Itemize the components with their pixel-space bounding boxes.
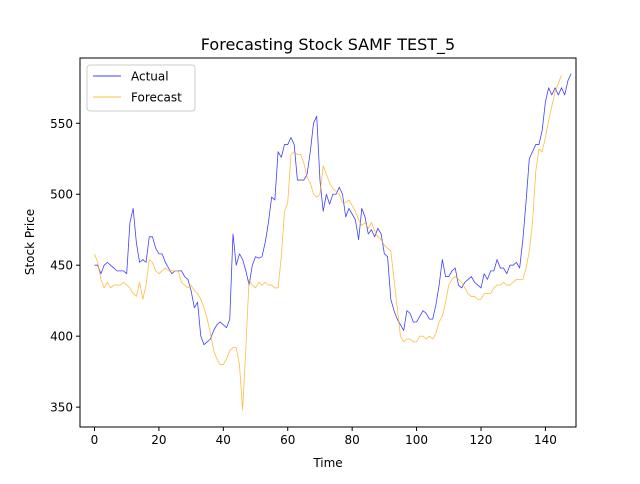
- y-tick-label: 350: [50, 401, 73, 415]
- x-tick-label: 100: [405, 433, 428, 447]
- x-tick-label: 120: [470, 433, 493, 447]
- plot-frame: [79, 57, 577, 428]
- y-tick-label: 550: [50, 117, 73, 131]
- legend: Actual Forecast: [86, 64, 196, 112]
- plot-area: [94, 73, 572, 411]
- y-tick-label: 450: [50, 259, 73, 273]
- x-axis-ticks: 0 20 40 60 80 100 120 140: [91, 427, 557, 447]
- x-tick-label: 20: [151, 433, 166, 447]
- x-axis-label: Time: [312, 456, 342, 470]
- y-axis-label: Stock Price: [23, 209, 37, 275]
- chart-title: Forecasting Stock SAMF TEST_5: [201, 35, 455, 55]
- x-tick-label: 80: [345, 433, 360, 447]
- legend-forecast-label: Forecast: [131, 91, 182, 105]
- x-tick-label: 40: [216, 433, 231, 447]
- x-tick-label: 140: [534, 433, 557, 447]
- legend-actual-label: Actual: [131, 70, 169, 84]
- y-axis-ticks: 350 400 450 500 550: [50, 117, 80, 415]
- x-tick-label: 0: [91, 433, 99, 447]
- x-tick-label: 60: [280, 433, 295, 447]
- series-line-actual: [94, 73, 572, 346]
- y-tick-label: 500: [50, 188, 73, 202]
- y-tick-label: 400: [50, 330, 73, 344]
- series-line-forecast: [94, 74, 562, 411]
